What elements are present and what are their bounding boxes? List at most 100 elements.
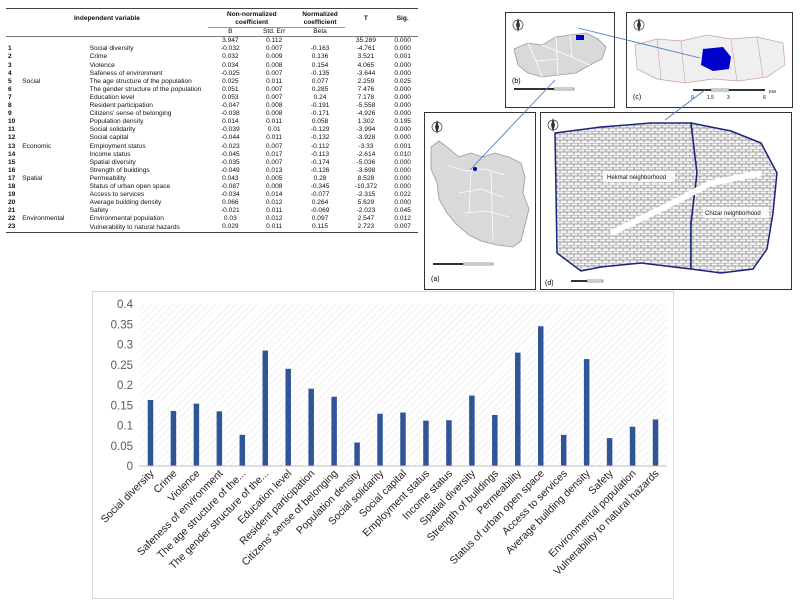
- cell-no: 16: [8, 166, 16, 174]
- cell-group: [20, 183, 87, 191]
- y-axis: 0 0.05 0.1 0.15 0.2 0.25 0.3 0.35 0.4: [111, 299, 134, 473]
- table-row: 19 Access to services -0.034 0.014 -0.077 -2.…: [6, 191, 418, 199]
- y-tick-label: 0.3: [117, 340, 133, 352]
- cell-t: -2.315: [356, 191, 376, 199]
- scale-label-3: 6: [763, 95, 766, 101]
- cell-no: 20: [8, 199, 16, 207]
- cell-se: 0.112: [266, 37, 283, 45]
- chizar-label: Chizar neighborhood: [705, 211, 761, 217]
- cell-b: 0.03: [223, 215, 237, 223]
- cell-se: 0.007: [265, 45, 283, 53]
- cell-se: 0.007: [265, 93, 283, 101]
- cell-variable: Social capital: [89, 134, 129, 142]
- y-tick-label: 0.1: [117, 421, 133, 433]
- cell-no: 11: [8, 126, 15, 134]
- cell-t: 35.289: [355, 37, 377, 45]
- cell-b: -0.023: [220, 142, 240, 150]
- hekmat-label: Hekmat neighborhood: [607, 175, 666, 181]
- cell-t: -3.698: [356, 166, 376, 174]
- cell-beta: -0.069: [310, 207, 330, 215]
- cell-se: 0.011: [266, 118, 283, 126]
- cell-beta: -0.112: [310, 142, 330, 150]
- beta-bar-chart: 0 0.05 0.1 0.15 0.2 0.25 0.3 0.35 0.4 Social div…: [99, 299, 667, 578]
- chart-frame: 0 0.05 0.1 0.15 0.2 0.25 0.3 0.35 0.4 Social div…: [92, 291, 674, 599]
- cell-variable: Employment status: [89, 142, 146, 150]
- cell-no: 14: [8, 150, 16, 158]
- header-sig: Sig.: [387, 7, 418, 28]
- bar: [285, 368, 291, 466]
- cell-sig: 0.000: [394, 37, 411, 45]
- cell-b: -0.032: [220, 45, 240, 53]
- cell-no: 10: [8, 118, 16, 126]
- table-row-constant: 3.947 0.112 35.289 0.000: [6, 37, 418, 46]
- cell-se: 0.01: [267, 126, 281, 134]
- scale-bar: [433, 262, 494, 266]
- cell-b: 0.066: [222, 199, 239, 207]
- cell-sig: 0.000: [394, 93, 411, 101]
- cell-group: [20, 102, 87, 110]
- cell-group: [20, 207, 87, 215]
- cell-variable: Social diversity: [89, 45, 134, 53]
- cell-b: 0.051: [222, 85, 239, 93]
- cell-group: [20, 118, 87, 126]
- cell-sig: 0.001: [394, 142, 411, 150]
- cell-variable: Access to services: [89, 191, 145, 199]
- cell-b: 0.034: [222, 61, 239, 69]
- cell-variable: Social solidarity: [89, 126, 136, 134]
- map-panel-d: Hekmat neighborhood Chizar neighborhood …: [540, 112, 792, 290]
- panel-label-a: (a): [431, 276, 440, 283]
- header-normalized: Normalized coefficient: [295, 7, 345, 28]
- table-row: 2 Crime 0.032 0.009 0.136 3.521 0.001: [6, 53, 418, 61]
- cell-b: 0.029: [207, 223, 253, 233]
- y-tick-label: 0.25: [111, 360, 133, 372]
- table-row: 14 Income status -0.045 0.017 -0.113 -2.614 0.…: [6, 151, 418, 159]
- bar: [469, 395, 475, 466]
- bar: [262, 350, 269, 466]
- cell-se: 0.011: [266, 77, 283, 85]
- main-road: [609, 170, 762, 236]
- cell-b: -0.034: [220, 191, 240, 199]
- table-row: 6 The gender structure of the population 0…: [6, 86, 418, 94]
- bar: [606, 438, 613, 466]
- bar: [377, 413, 383, 466]
- table-row: 5 Social The age structure of the populati…: [6, 78, 418, 86]
- table-row: 21 Safety -0.021 0.011 -0.069 -2.023 0.045: [6, 207, 418, 215]
- cell-sig: 0.000: [394, 134, 411, 142]
- cell-sig: 0.000: [394, 126, 411, 134]
- cell-beta: -0.135: [310, 69, 330, 77]
- cell-se: 0.009: [265, 53, 283, 61]
- cell-beta: -0.171: [310, 110, 330, 118]
- table-row: 23 Vulnerability to natural hazards 0.029 0…: [6, 223, 418, 233]
- scale-bar: [571, 279, 604, 283]
- cell-beta: -0.113: [310, 150, 330, 158]
- table-row: 13 Economic Employment status -0.023 0.007 -0…: [6, 143, 418, 151]
- cell-b: 0.032: [222, 53, 239, 61]
- cell-sig: 0.000: [394, 85, 411, 93]
- cell-t: 7.476: [357, 85, 375, 93]
- cell-no: 8: [8, 102, 12, 110]
- cell-no: 6: [8, 85, 12, 93]
- map-panel-b: (b): [505, 12, 615, 108]
- bar: [331, 396, 337, 466]
- cell-sig: 0.045: [394, 207, 411, 215]
- y-tick-label: 0.35: [111, 319, 133, 331]
- bar: [423, 420, 429, 466]
- tehran-marker: [473, 167, 477, 171]
- cell-no: 1: [8, 45, 12, 53]
- cell-beta: -0.174: [310, 158, 330, 166]
- north-arrow-icon: [431, 120, 443, 134]
- cell-group: [20, 223, 88, 233]
- cell-se: 0.013: [265, 166, 283, 174]
- table-row: 22 Environmental Environmental population 0…: [6, 215, 418, 223]
- cell-no: 9: [8, 110, 12, 118]
- cell-t: -3.994: [356, 126, 376, 134]
- cell-se: 0.012: [265, 199, 283, 207]
- cell-sig: 0.025: [394, 77, 411, 85]
- bar: [400, 412, 406, 466]
- cell-group: [20, 94, 87, 102]
- bar: [652, 419, 659, 466]
- cell-beta: 0.115: [295, 223, 345, 233]
- scale-bar: [693, 88, 765, 92]
- cell-sig: 0.000: [394, 174, 411, 182]
- cell-t: -3.33: [358, 142, 374, 150]
